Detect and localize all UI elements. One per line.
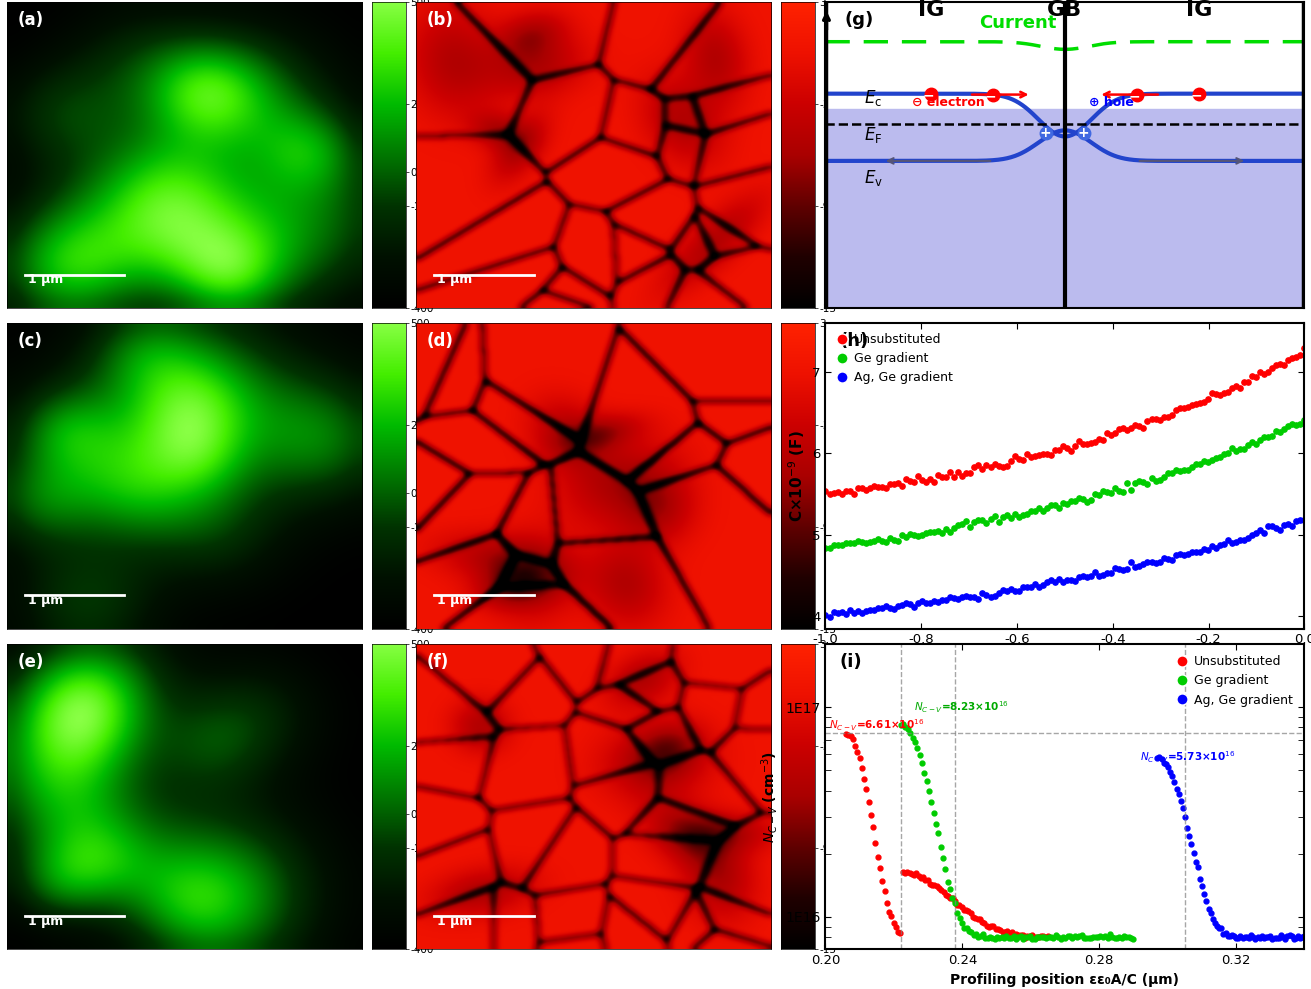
Text: −: − xyxy=(1129,89,1139,103)
Text: $N_{C-V}$=8.23×10$^{16}$: $N_{C-V}$=8.23×10$^{16}$ xyxy=(915,700,1009,715)
Text: (d): (d) xyxy=(426,332,454,350)
Unsubstituted xyxy=(1285,352,1301,364)
Unsubstituted xyxy=(1087,436,1103,448)
Y-axis label: nm: nm xyxy=(437,144,450,165)
Unsubstituted xyxy=(950,466,966,478)
Ag, Ge gradient xyxy=(822,611,838,623)
Text: 1 μm: 1 μm xyxy=(438,915,472,928)
Unsubstituted xyxy=(822,489,838,500)
Ag, Ge gradient xyxy=(1151,557,1167,569)
Text: (a): (a) xyxy=(17,11,43,29)
Line: Ge gradient: Ge gradient xyxy=(823,417,1307,551)
Text: (b): (b) xyxy=(426,11,454,29)
Legend: Unsubstituted, Ge gradient, Ag, Ge gradient: Unsubstituted, Ge gradient, Ag, Ge gradi… xyxy=(831,329,957,388)
Ge gradient xyxy=(1087,489,1103,500)
Text: (e): (e) xyxy=(17,653,43,671)
Unsubstituted xyxy=(1297,342,1311,354)
Text: ⊖ electron: ⊖ electron xyxy=(911,96,985,109)
Unsubstituted xyxy=(1200,394,1215,405)
Y-axis label: nm: nm xyxy=(437,786,450,807)
Text: 1 μm: 1 μm xyxy=(438,273,472,286)
X-axis label: Profiling position εε₀A/C (μm): Profiling position εε₀A/C (μm) xyxy=(950,973,1180,987)
Text: ⊕ hole: ⊕ hole xyxy=(1089,96,1134,109)
Text: GB: GB xyxy=(1047,0,1083,20)
X-axis label: Voltage (V): Voltage (V) xyxy=(1012,652,1117,670)
Text: (c): (c) xyxy=(17,332,42,350)
Ag, Ge gradient xyxy=(950,593,966,605)
Text: −: − xyxy=(1190,88,1202,102)
Ge gradient xyxy=(1151,474,1167,486)
Text: (i): (i) xyxy=(840,653,863,671)
Text: Current: Current xyxy=(979,14,1057,32)
Text: 1 μm: 1 μm xyxy=(28,594,63,607)
Text: 1 μm: 1 μm xyxy=(28,915,63,928)
Ge gradient xyxy=(818,542,834,554)
Unsubstituted xyxy=(1151,414,1167,426)
Ge gradient xyxy=(950,519,966,531)
Text: (g): (g) xyxy=(844,11,874,29)
Text: $E_\mathrm{c}$: $E_\mathrm{c}$ xyxy=(864,88,882,108)
Legend: Unsubstituted, Ge gradient, Ag, Ge gradient: Unsubstituted, Ge gradient, Ag, Ge gradi… xyxy=(1171,650,1298,711)
Unsubstituted xyxy=(922,473,937,485)
Text: $N_{C-V}$=6.61×10$^{16}$: $N_{C-V}$=6.61×10$^{16}$ xyxy=(829,718,924,734)
Ge gradient xyxy=(1297,414,1311,426)
Y-axis label: nA: nA xyxy=(839,788,852,805)
Text: $E_\mathrm{v}$: $E_\mathrm{v}$ xyxy=(864,168,882,188)
Ge gradient xyxy=(822,542,838,554)
Ag, Ge gradient xyxy=(922,597,937,609)
Unsubstituted xyxy=(818,485,834,496)
Text: IG: IG xyxy=(1186,0,1213,20)
Ag, Ge gradient xyxy=(1087,567,1103,579)
Text: IG: IG xyxy=(918,0,944,20)
Text: 1 μm: 1 μm xyxy=(438,594,472,607)
Ag, Ge gradient xyxy=(1297,514,1311,526)
Ag, Ge gradient xyxy=(1285,520,1301,532)
Y-axis label: C×10$^{-9}$ (F): C×10$^{-9}$ (F) xyxy=(785,430,806,521)
Line: Unsubstituted: Unsubstituted xyxy=(823,345,1307,497)
Ge gradient xyxy=(922,526,937,538)
Line: Ag, Ge gradient: Ag, Ge gradient xyxy=(823,517,1307,620)
Text: $N_{C-V}$=5.73×10$^{16}$: $N_{C-V}$=5.73×10$^{16}$ xyxy=(1141,750,1235,765)
Text: (f): (f) xyxy=(426,653,448,671)
Text: −: − xyxy=(985,89,996,103)
Ge gradient xyxy=(1285,418,1301,430)
Y-axis label: nA: nA xyxy=(839,146,852,163)
Ag, Ge gradient xyxy=(1200,545,1215,557)
Y-axis label: nm: nm xyxy=(437,466,450,486)
Text: +: + xyxy=(1040,127,1050,140)
Ge gradient xyxy=(1200,456,1215,468)
Y-axis label: $N_{C-V}$ (cm$^{-3}$): $N_{C-V}$ (cm$^{-3}$) xyxy=(759,751,780,843)
Ag, Ge gradient xyxy=(818,609,834,621)
Y-axis label: nA: nA xyxy=(839,468,852,484)
Text: (h): (h) xyxy=(840,332,869,350)
Text: +: + xyxy=(1078,127,1089,140)
Text: −: − xyxy=(922,88,933,102)
Text: 1 μm: 1 μm xyxy=(28,273,63,286)
Text: $E_\mathrm{F}$: $E_\mathrm{F}$ xyxy=(864,125,882,145)
